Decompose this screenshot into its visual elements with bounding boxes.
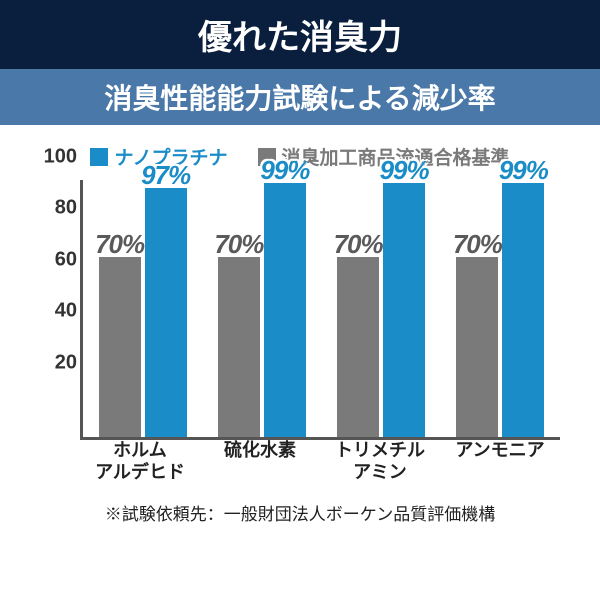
bar-group: 70%97% <box>83 180 202 437</box>
x-label: 硫化水素 <box>200 440 320 480</box>
title-text: 優れた消臭力 <box>198 19 402 57</box>
legend-swatch <box>90 148 108 166</box>
bar-standard: 70% <box>337 257 379 437</box>
bar-standard: 70% <box>456 257 498 437</box>
bar-label: 99% <box>499 155 548 186</box>
y-tick: 80 <box>35 197 77 220</box>
footnote: ※試験依頼先：一般財団法人ボーケン品質評価機構 <box>0 500 600 525</box>
bar-standard: 70% <box>218 257 260 437</box>
header: 優れた消臭力 消臭性能能力試験による減少率 <box>0 0 600 125</box>
bar-label: 70% <box>214 229 263 260</box>
bar-label: 97% <box>141 160 190 191</box>
bar-label: 70% <box>453 229 502 260</box>
chart-area: 70%97%70%99%70%99%70%99% 20406080100 ホルム… <box>30 180 570 480</box>
y-tick: 40 <box>35 300 77 323</box>
bar-label: 99% <box>260 155 309 186</box>
footnote-text: ※試験依頼先：一般財団法人ボーケン品質評価機構 <box>105 505 496 524</box>
bar-group: 70%99% <box>441 180 560 437</box>
y-tick: 60 <box>35 248 77 271</box>
x-labels: ホルムアルデヒド硫化水素トリメチルアミンアンモニア <box>80 440 560 480</box>
bar-label: 70% <box>95 229 144 260</box>
bar-nano: 99% <box>383 183 425 437</box>
x-label: アンモニア <box>440 440 560 480</box>
bar-nano: 99% <box>502 183 544 437</box>
bar-label: 70% <box>334 229 383 260</box>
y-tick: 100 <box>35 146 77 169</box>
x-label: トリメチルアミン <box>320 440 440 480</box>
bar-nano: 99% <box>264 183 306 437</box>
bar-standard: 70% <box>99 257 141 437</box>
bar-groups: 70%97%70%99%70%99%70%99% <box>83 180 560 437</box>
plot: 70%97%70%99%70%99%70%99% 20406080100 <box>80 180 560 440</box>
bar-label: 99% <box>380 155 429 186</box>
subtitle-text: 消臭性能能力試験による減少率 <box>104 83 495 114</box>
x-label: ホルムアルデヒド <box>80 440 200 480</box>
bar-nano: 97% <box>145 188 187 437</box>
bar-group: 70%99% <box>202 180 321 437</box>
subtitle-bar: 消臭性能能力試験による減少率 <box>0 69 600 125</box>
title-bar: 優れた消臭力 <box>0 0 600 69</box>
bar-group: 70%99% <box>322 180 441 437</box>
y-tick: 20 <box>35 351 77 374</box>
